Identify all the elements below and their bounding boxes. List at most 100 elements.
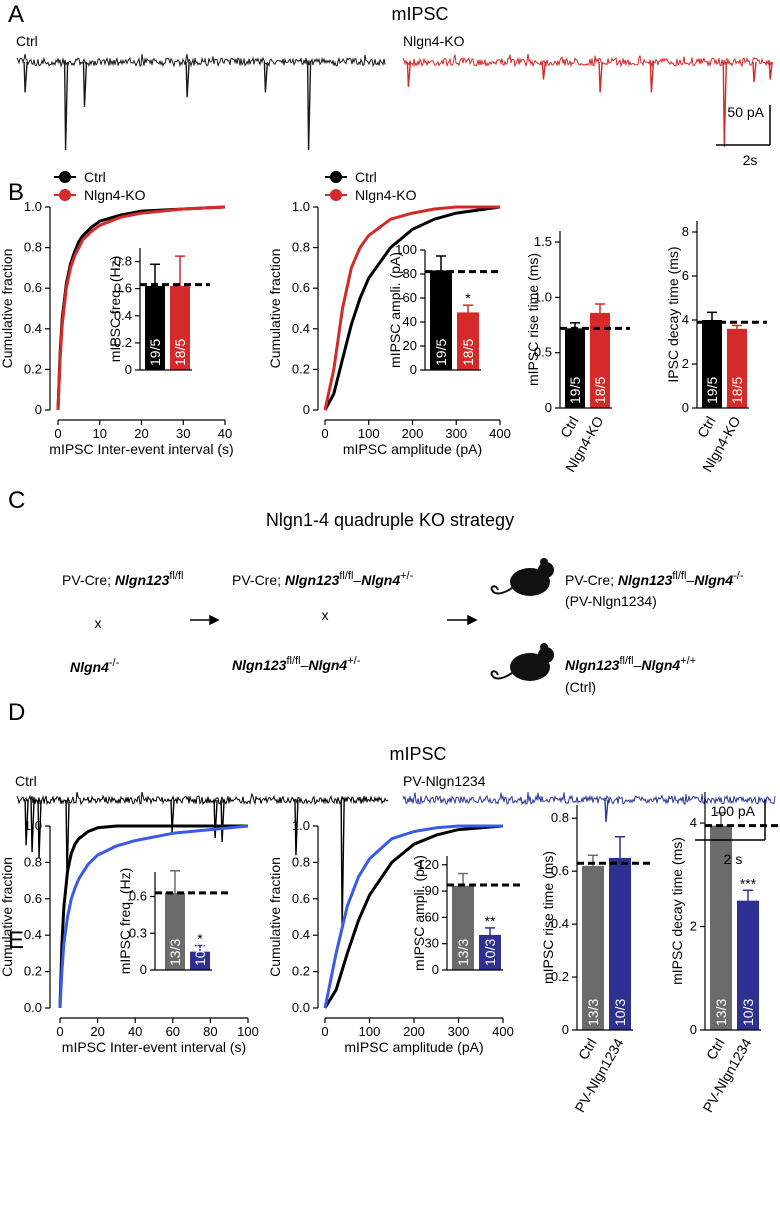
x-tick-label: 400 — [492, 1024, 514, 1039]
cumulative-line — [323, 824, 504, 1009]
y-tick-label: 0 — [125, 362, 132, 377]
label-part: – — [353, 572, 361, 588]
y-tick-label: 8 — [682, 224, 689, 239]
y-tick-label: 0 — [690, 1022, 697, 1037]
y-tick-label: 0 — [303, 402, 310, 417]
y-tick-label: 0.6 — [24, 280, 42, 295]
event — [220, 799, 225, 843]
y-tick-label: 0.4 — [551, 916, 569, 931]
y-tick-label: 4 — [690, 815, 697, 830]
x-tick-label: 20 — [90, 1024, 104, 1039]
panel-title: mIPSC — [391, 4, 448, 24]
panel-letter: A — [8, 1, 24, 28]
y-tick-label: 0.4 — [24, 927, 42, 942]
legend-marker — [330, 171, 342, 183]
y-tick-label: 0.2 — [551, 969, 569, 984]
panel-title: mIPSC — [389, 744, 446, 764]
event — [598, 61, 603, 93]
bar — [590, 312, 610, 408]
n-label: 18/5 — [592, 377, 608, 404]
trace-label: Ctrl — [15, 773, 37, 789]
mouse-icon — [490, 558, 554, 596]
x-tick-label: 20 — [134, 426, 148, 441]
event — [24, 799, 29, 846]
y-tick-label: 0 — [140, 962, 147, 977]
label-part: – — [686, 572, 694, 588]
y-tick-label: 0.3 — [129, 925, 147, 940]
y-tick-label: 0.4 — [114, 308, 132, 323]
y-axis-label: mIPSC freq. (Hz) — [107, 256, 123, 363]
event — [722, 61, 727, 147]
x-tick-label: 200 — [402, 426, 424, 441]
y-tick-label: 2 — [690, 919, 697, 934]
x-tick-label: 100 — [237, 1024, 259, 1039]
n-label: 13/3 — [167, 939, 183, 966]
y-axis-label: IPSC decay time (ms) — [665, 246, 681, 382]
x-tick-label: 10 — [93, 426, 107, 441]
event — [63, 61, 69, 151]
trace-baseline — [16, 791, 389, 806]
genotype-label: Nlgn4-/- — [70, 657, 120, 675]
y-axis-label: mIPSC ampli. (pA) — [411, 855, 427, 971]
y-tick-label: 1.5 — [534, 234, 552, 249]
bar — [452, 885, 474, 970]
y-tick-label: 1.0 — [24, 199, 42, 214]
n-label: 19/5 — [704, 377, 720, 404]
y-tick-label: 0.2 — [24, 361, 42, 376]
label-part: +/- — [347, 655, 360, 667]
y-tick-label: 40 — [403, 314, 417, 329]
y-axis-label: mIPSC decay time (ms) — [669, 837, 685, 985]
bar — [165, 892, 185, 970]
label-part: – — [634, 657, 642, 673]
y-tick-label: 20 — [403, 338, 417, 353]
y-tick-label: 0.8 — [24, 240, 42, 255]
label-part: Nlgn123 — [285, 572, 340, 588]
legend-label: Nlgn4-KO — [84, 187, 146, 203]
n-label: 18/5 — [172, 339, 188, 366]
y-axis-label: mIPSC rise time (ms) — [525, 253, 541, 386]
cumulative-line — [58, 824, 248, 1009]
bar — [430, 270, 452, 370]
x-tick-label: 200 — [403, 1024, 425, 1039]
y-tick-label: 0.8 — [114, 254, 132, 269]
y-axis-label: Cumulative fraction — [267, 249, 283, 369]
bar — [609, 857, 631, 1030]
event — [185, 61, 190, 98]
significance: * — [465, 290, 471, 306]
event — [340, 799, 345, 931]
n-label: 18/5 — [460, 339, 476, 366]
bar — [145, 285, 165, 370]
scale-bar-label: 2s — [743, 152, 758, 168]
label-part: (PV-Nlgn1234) — [565, 593, 657, 609]
y-tick-label: 1.0 — [292, 199, 310, 214]
panel-letter: E — [8, 927, 24, 954]
trace-label: Ctrl — [16, 33, 38, 49]
cumulative-line — [58, 824, 249, 1009]
label-part: fl/fl — [286, 655, 300, 667]
n-label: 19/5 — [433, 339, 449, 366]
x-tick-label: 30 — [176, 426, 190, 441]
x-axis-label: mIPSC amplitude (pA) — [344, 1039, 483, 1055]
bar — [582, 865, 604, 1030]
n-label: 10/3 — [192, 939, 208, 966]
event — [406, 61, 412, 87]
y-tick-label: 1.0 — [292, 818, 310, 833]
bar — [737, 900, 759, 1030]
label-part: fl/fl — [672, 570, 686, 582]
bar — [170, 285, 190, 370]
label-part: Nlgn4 — [308, 657, 347, 673]
y-tick-label: 0.6 — [551, 863, 569, 878]
y-axis-label: Cumulative fraction — [267, 857, 283, 977]
y-tick-label: 0.0 — [24, 1000, 42, 1015]
label-part: – — [301, 657, 309, 673]
significance: ** — [485, 913, 496, 929]
genotype-label: PV-Cre; Nlgn123fl/fl–Nlgn4-/- — [565, 570, 744, 588]
event — [306, 61, 312, 151]
label-part: Nlgn123 — [618, 572, 673, 588]
label-part: (Ctrl) — [565, 679, 596, 695]
scale-bar-label: 2 s — [724, 851, 743, 867]
y-tick-label: 6 — [682, 268, 689, 283]
label-part: Nlgn123 — [565, 657, 620, 673]
x-tick-label: Ctrl — [703, 1036, 728, 1063]
